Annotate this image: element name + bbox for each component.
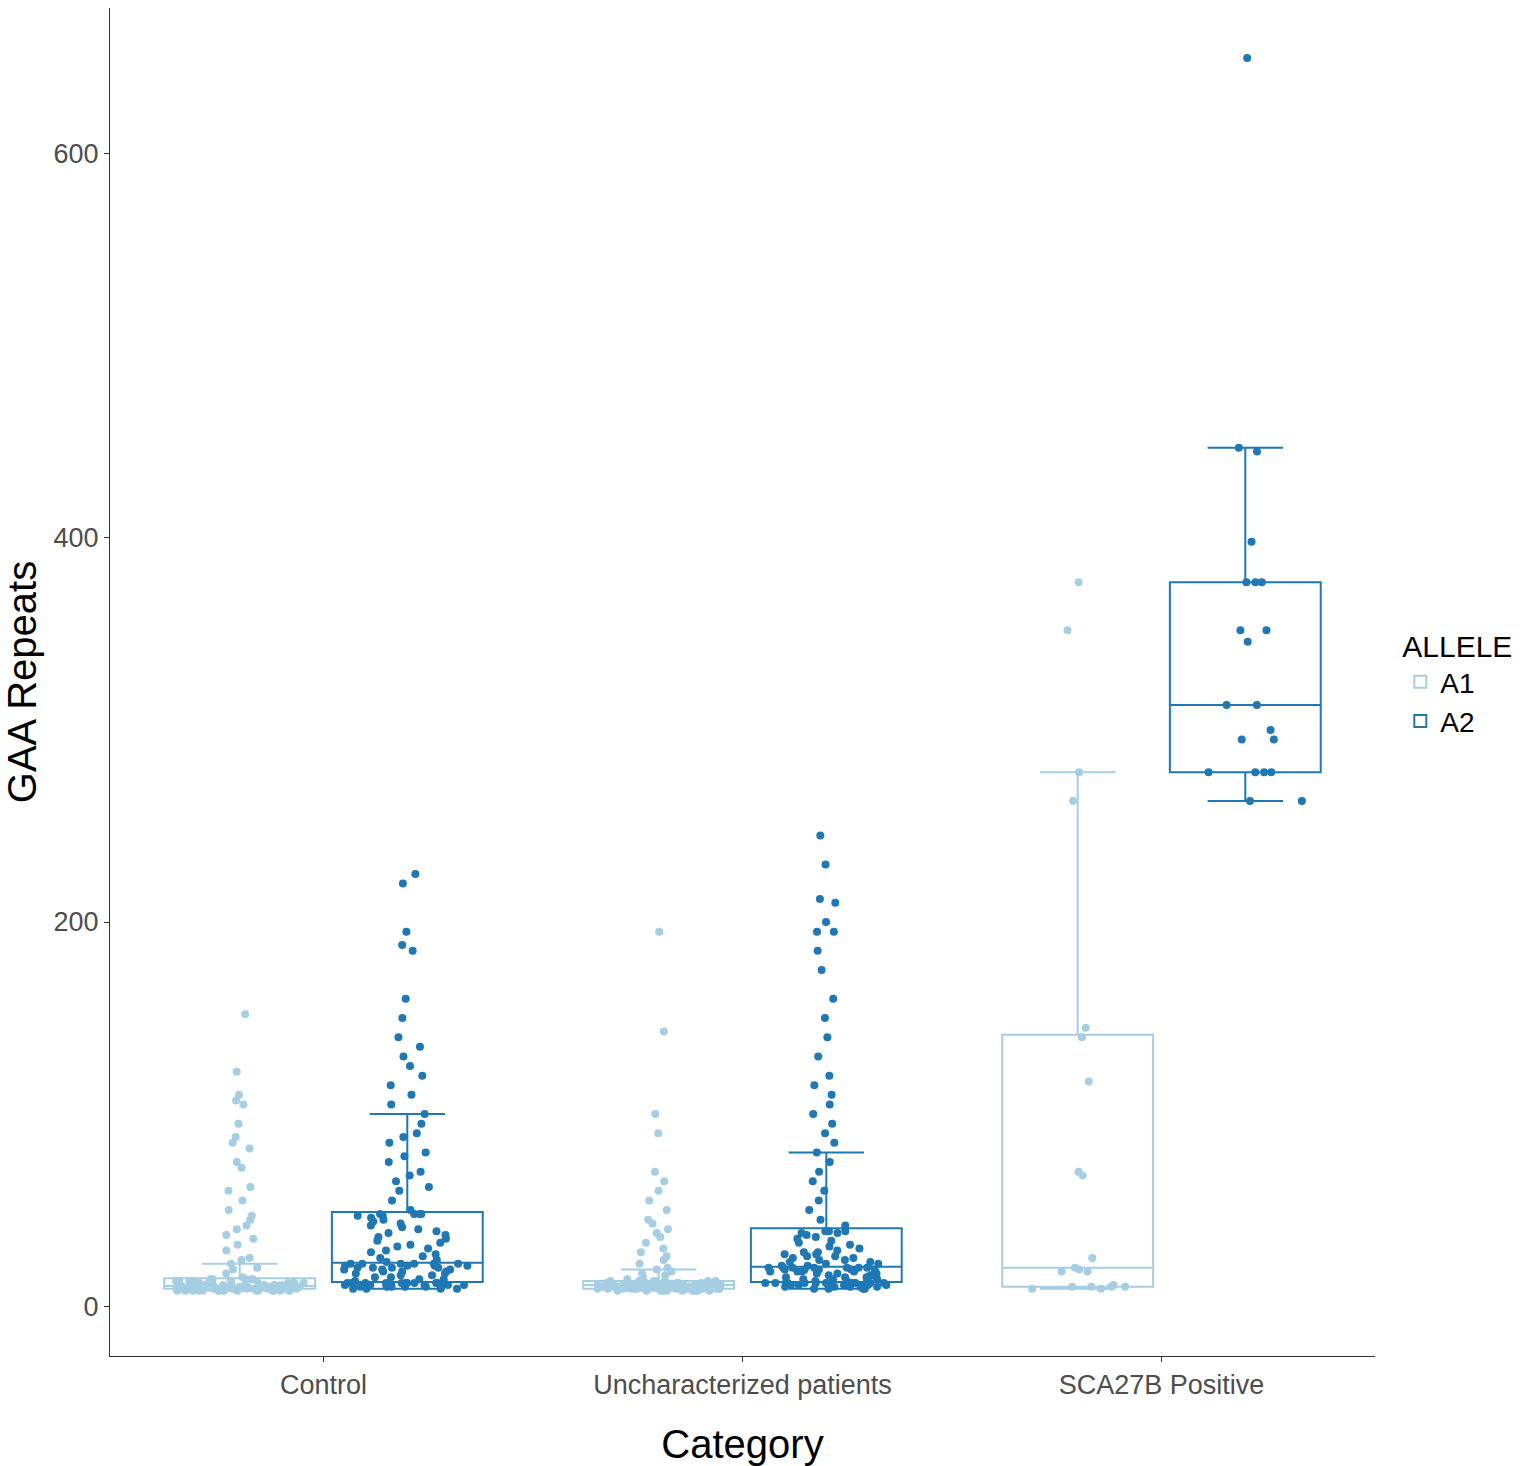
svg-text:400: 400 [54,523,99,553]
svg-text:SCA27B Positive: SCA27B Positive [1059,1370,1265,1400]
svg-text:0: 0 [84,1292,99,1322]
svg-text:Control: Control [280,1370,367,1400]
svg-text:Category: Category [661,1422,823,1466]
svg-text:200: 200 [54,907,99,937]
svg-text:A1: A1 [1440,668,1474,699]
svg-text:A2: A2 [1440,707,1474,738]
svg-text:ALLELE: ALLELE [1402,630,1512,663]
svg-text:GAA Repeats: GAA Repeats [0,561,44,803]
svg-text:Uncharacterized patients: Uncharacterized patients [593,1370,892,1400]
svg-text:600: 600 [54,139,99,169]
